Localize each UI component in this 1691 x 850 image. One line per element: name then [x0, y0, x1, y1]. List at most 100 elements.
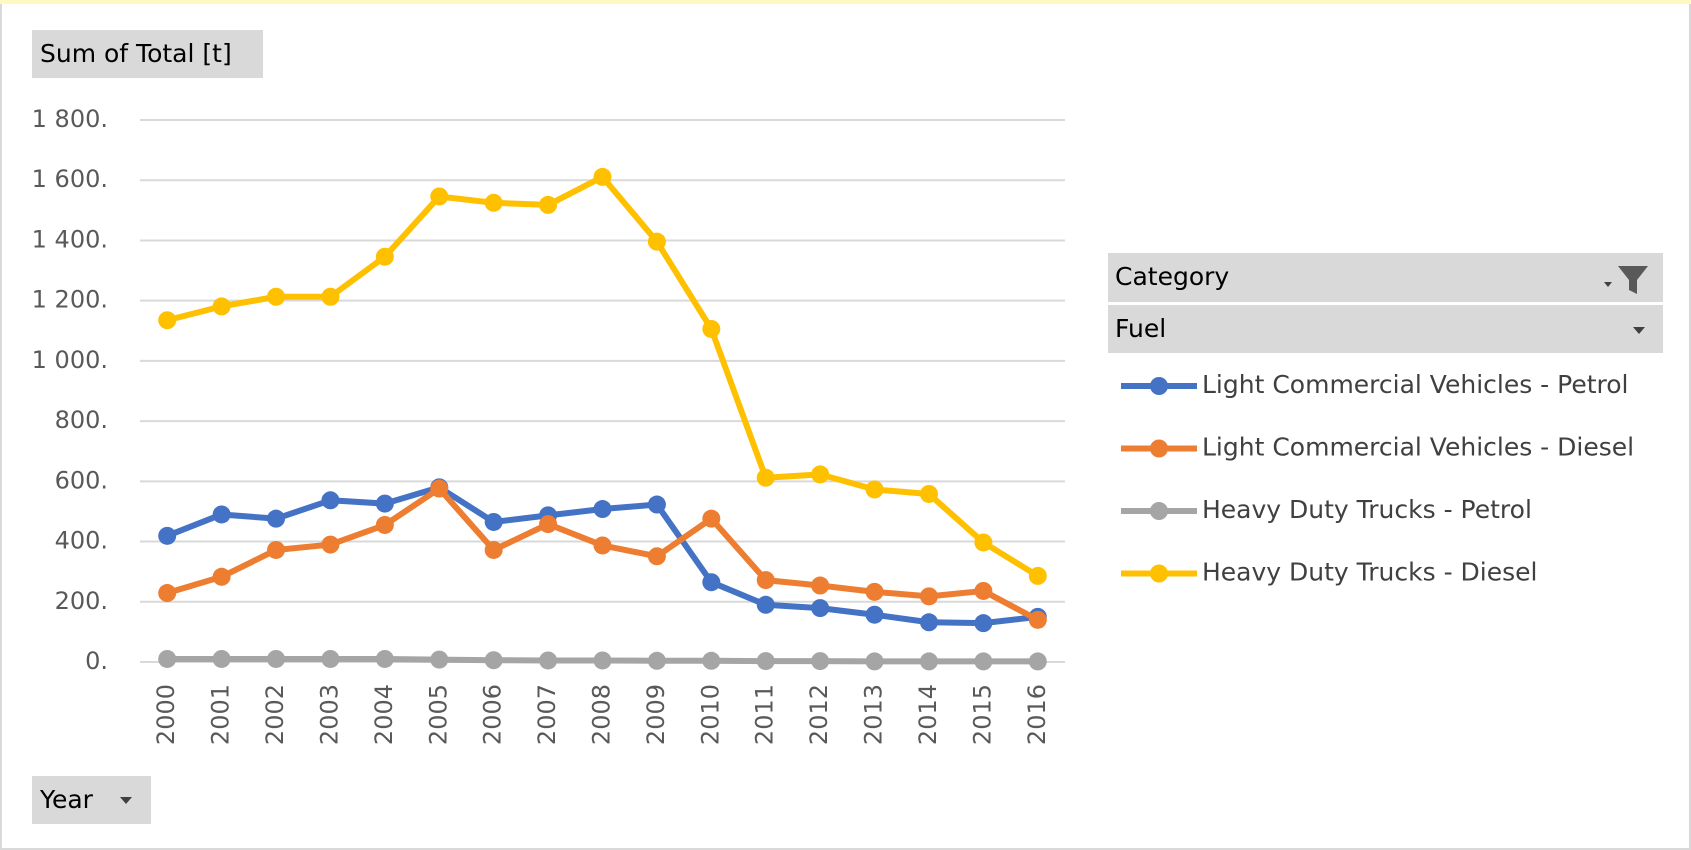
data-point [212, 567, 231, 586]
legend-subfield-label: Fuel [1115, 314, 1166, 343]
data-point [375, 649, 394, 668]
data-point [593, 536, 612, 555]
axis-field-button[interactable] [32, 776, 151, 824]
data-point [212, 297, 231, 316]
data-point [321, 649, 340, 668]
data-point [158, 649, 177, 668]
data-point [321, 287, 340, 306]
data-point [484, 540, 503, 559]
data-point [919, 613, 938, 632]
data-point [974, 652, 993, 671]
y-tick-label: 1 400. [32, 225, 108, 253]
data-point [430, 650, 449, 669]
data-point [647, 651, 666, 670]
data-point [539, 195, 558, 214]
data-point [158, 526, 177, 545]
data-point [593, 167, 612, 186]
x-tick-label: 2008 [588, 684, 616, 745]
x-tick-label: 2000 [152, 684, 180, 745]
x-tick-label: 2011 [751, 684, 779, 745]
legend-marker [1150, 564, 1168, 583]
y-tick-label: 1 800. [32, 105, 108, 133]
legend-marker [1150, 439, 1168, 458]
data-point [811, 652, 830, 671]
data-point [865, 582, 884, 601]
data-point [756, 571, 775, 590]
data-point [919, 484, 938, 503]
data-point [1028, 610, 1047, 629]
x-tick-label: 2006 [479, 684, 507, 745]
value-field-button[interactable] [32, 30, 263, 78]
filter-icon [1618, 266, 1648, 294]
data-point [756, 595, 775, 614]
x-tick-label: 2003 [315, 684, 343, 745]
data-point [811, 599, 830, 618]
data-point [267, 509, 286, 528]
data-point [702, 319, 721, 338]
y-tick-label: 200. [55, 587, 108, 615]
value-field-label: Sum of Total [t] [40, 39, 232, 68]
data-point [267, 540, 286, 559]
data-point [974, 581, 993, 600]
dropdown-arrow [1633, 327, 1645, 334]
data-point [212, 649, 231, 668]
data-point [212, 505, 231, 524]
y-tick-label: 1 000. [32, 346, 108, 374]
data-point [919, 587, 938, 606]
data-point [1028, 566, 1047, 585]
x-tick-label: 2015 [968, 684, 996, 745]
legend-marker [1150, 377, 1168, 395]
x-tick-label: 2012 [805, 684, 833, 745]
y-tick-label: 600. [55, 466, 108, 494]
data-point [702, 651, 721, 670]
y-tick-label: 0. [85, 647, 108, 675]
legend-field-button[interactable] [1108, 253, 1663, 302]
legend-subfield-button[interactable] [1108, 305, 1663, 353]
x-tick-label: 2004 [370, 684, 398, 745]
y-tick-label: 1 200. [32, 286, 108, 314]
data-point [756, 652, 775, 671]
data-point [702, 509, 721, 528]
data-point [484, 193, 503, 212]
data-point [375, 494, 394, 513]
data-point [647, 232, 666, 251]
data-point [919, 652, 938, 671]
data-point [267, 649, 286, 668]
data-point [865, 605, 884, 624]
data-point [321, 535, 340, 554]
x-tick-label: 2001 [207, 684, 235, 745]
x-tick-label: 2013 [860, 684, 888, 745]
data-point [865, 480, 884, 499]
data-point [756, 468, 775, 487]
data-point [1028, 652, 1047, 671]
data-point [865, 652, 884, 671]
y-tick-label: 800. [55, 406, 108, 434]
axis-field-label: Year [39, 785, 94, 814]
legend-label: Heavy Duty Trucks - Diesel [1202, 558, 1538, 587]
data-point [375, 515, 394, 534]
x-tick-label: 2007 [533, 684, 561, 745]
legend-label: Light Commercial Vehicles - Diesel [1202, 433, 1634, 462]
x-tick-label: 2002 [261, 684, 289, 745]
legend-field-label: Category [1115, 262, 1229, 291]
data-point [430, 479, 449, 498]
y-tick-label: 400. [55, 527, 108, 555]
data-point [593, 651, 612, 670]
data-point [484, 651, 503, 670]
x-tick-label: 2010 [696, 684, 724, 745]
legend-label: Heavy Duty Trucks - Petrol [1202, 495, 1532, 524]
x-tick-label: 2014 [914, 684, 942, 745]
y-tick-label: 1 600. [32, 165, 108, 193]
data-point [430, 187, 449, 206]
data-point [974, 614, 993, 633]
dropdown-arrow [1604, 282, 1612, 287]
x-tick-label: 2016 [1023, 684, 1051, 745]
data-point [539, 651, 558, 670]
data-point [974, 533, 993, 552]
data-point [158, 311, 177, 330]
data-point [593, 500, 612, 519]
data-point [267, 287, 286, 306]
x-tick-label: 2009 [642, 684, 670, 745]
data-point [539, 515, 558, 534]
